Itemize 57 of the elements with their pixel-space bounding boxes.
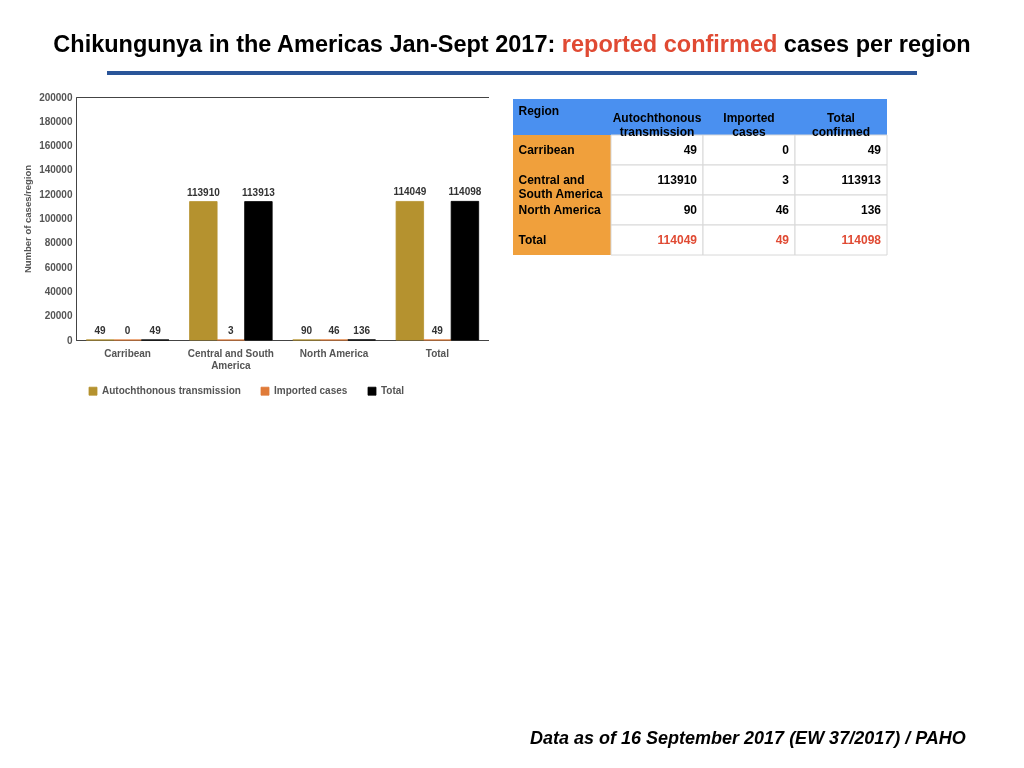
x-tick-label: Autochthonous transmission	[612, 110, 702, 139]
y-tick-label: 40000	[44, 285, 73, 297]
data-label: 46	[775, 203, 790, 217]
x-tick-label: North America	[299, 347, 369, 359]
bar	[395, 201, 425, 341]
data-label: 114049	[657, 233, 698, 247]
bar	[244, 201, 273, 341]
data-label: 90	[683, 203, 698, 217]
bar	[189, 201, 218, 341]
data-label: 49	[867, 143, 882, 157]
data-label: 49	[431, 324, 444, 336]
data-label: 49	[683, 143, 698, 157]
x-tick-label: Carribean	[104, 347, 151, 359]
y-tick-label: 0	[66, 334, 73, 346]
legend-label: Total	[381, 385, 405, 397]
data-label: 114049	[393, 186, 427, 198]
y-tick-label: Total	[518, 233, 547, 247]
bar	[450, 200, 480, 341]
data-label: 113910	[657, 173, 698, 187]
y-tick-label: 200000	[39, 91, 73, 103]
y-tick-label: Carribean	[518, 143, 575, 157]
data-label: 49	[94, 324, 107, 336]
data-label: 0	[782, 143, 790, 157]
y-tick-label: 20000	[44, 310, 73, 322]
data-label: 136	[353, 324, 371, 336]
data-label: 49	[149, 324, 162, 336]
y-tick-label: 60000	[44, 261, 73, 273]
y-tick-label: 80000	[44, 237, 73, 249]
y-tick-label: 120000	[39, 188, 73, 200]
data-label: 113913	[241, 186, 276, 198]
data-label: 3	[228, 325, 235, 336]
data-label: 3	[782, 173, 790, 187]
y-axis-title: Region	[518, 103, 560, 118]
y-tick-label: Central and South America	[518, 173, 604, 201]
y-tick-label: North America	[518, 203, 602, 217]
x-tick-label: Total confirmed	[811, 110, 871, 139]
legend-label: Autochthonous transmission	[102, 385, 241, 397]
legend-label: Imported cases	[274, 385, 348, 397]
data-label: 0	[124, 325, 131, 336]
x-tick-label: Imported cases	[723, 110, 775, 139]
data-label: 113910	[186, 186, 221, 198]
data-label: 136	[860, 203, 882, 217]
data-label: 49	[775, 233, 790, 247]
y-tick-label: 140000	[39, 164, 73, 176]
y-tick-label: 160000	[39, 140, 73, 152]
data-label: 113913	[841, 173, 882, 187]
text: Data as of 16 September 2017 (EW 37/2017) / PAHO	[530, 728, 966, 749]
x-tick-label: Total	[425, 347, 450, 359]
y-axis-title: Number of cases/region	[22, 164, 34, 274]
y-tick-label: 100000	[39, 213, 73, 224]
x-tick-label: Central and South America	[187, 347, 274, 371]
data-label: 114098	[448, 186, 482, 198]
chart-title: Chikungunya in the Americas Jan-Sept 2017: reported confirmed cases per region	[53, 31, 971, 57]
y-tick-label: 180000	[39, 115, 73, 127]
data-label: 46	[328, 324, 341, 336]
data-label: 90	[301, 324, 313, 336]
data-label: 114098	[841, 233, 882, 247]
